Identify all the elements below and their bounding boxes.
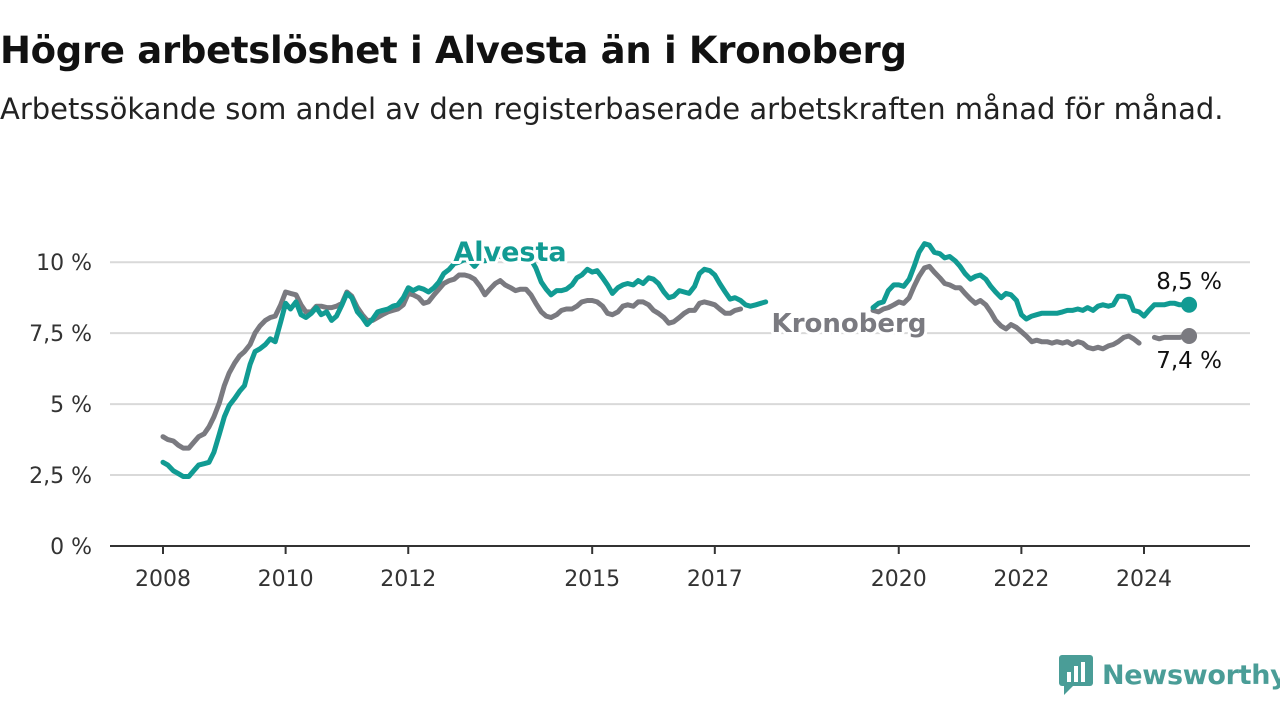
y-tick-label: 5 % <box>50 393 92 418</box>
y-axis-ticks: 0 % 2,5 % 5 % 7,5 % 10 % <box>29 251 92 560</box>
x-axis: 2008 2010 2012 2015 2017 2020 2022 2024 <box>110 545 1250 592</box>
x-tick-label: 2022 <box>993 567 1049 592</box>
series-line-kronoberg <box>160 272 744 451</box>
y-tick-label: 0 % <box>50 535 92 560</box>
series-lines <box>160 241 1198 479</box>
series-label-alvesta: Alvesta <box>453 237 566 268</box>
series-line-alvesta <box>870 241 1188 322</box>
end-value-label-alvesta: 8,5 % <box>1156 269 1222 295</box>
y-tick-label: 2,5 % <box>29 464 92 489</box>
end-point-alvesta <box>1181 296 1198 313</box>
x-tick-label: 2017 <box>687 567 743 592</box>
newsworthy-brand: Newsworthy <box>1058 654 1280 696</box>
x-tick-label: 2008 <box>135 567 191 592</box>
y-tick-label: 7,5 % <box>29 322 92 347</box>
end-point-kronoberg <box>1181 327 1198 344</box>
series-labels: Kronoberg 7,4 % Alvesta 8,5 % <box>450 234 1224 376</box>
x-tick-label: 2020 <box>871 567 927 592</box>
x-tick-label: 2010 <box>258 567 314 592</box>
chart-title: Högre arbetslöshet i Alvesta än i Kronob… <box>0 29 907 72</box>
newsworthy-logo-icon <box>1059 655 1093 695</box>
x-tick-label: 2024 <box>1116 567 1172 592</box>
x-tick-label: 2012 <box>380 567 436 592</box>
end-value-label-kronoberg: 7,4 % <box>1156 348 1222 374</box>
y-tick-label: 10 % <box>36 251 92 276</box>
series-label-kronoberg: Kronoberg <box>772 309 927 339</box>
x-tick-label: 2015 <box>564 567 620 592</box>
brand-name: Newsworthy <box>1102 659 1280 691</box>
grid-lines <box>110 261 1250 477</box>
series-line-alvesta <box>160 251 769 479</box>
series-line-kronoberg <box>870 263 1142 352</box>
chart-subtitle: Arbetssökande som andel av den registerb… <box>0 92 1224 126</box>
series-line-kronoberg <box>1151 333 1188 342</box>
